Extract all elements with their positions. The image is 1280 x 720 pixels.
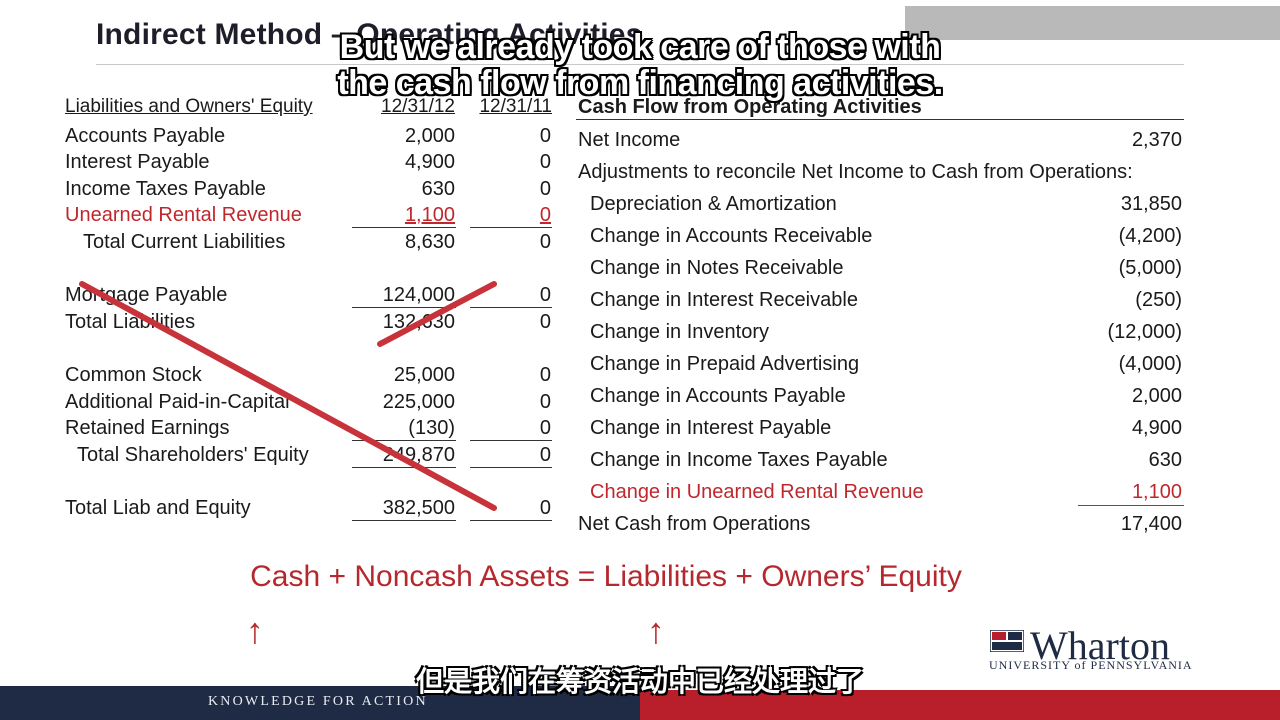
subtotal-rule xyxy=(470,467,552,468)
balance-row-v2: 0 xyxy=(539,204,551,226)
cf-item-value: 2,000 xyxy=(1131,385,1182,407)
subtitle-en-line2: the cash flow from financing activities. xyxy=(337,64,943,102)
net-income-value: 2,370 xyxy=(1131,129,1182,151)
balance-row-v2: 0 xyxy=(539,311,551,333)
cf-item-value: 630 xyxy=(1148,449,1182,471)
balance-row-v2: 0 xyxy=(539,391,551,413)
wharton-logo-sub: UNIVERSITY of PENNSYLVANIA xyxy=(989,658,1193,672)
balance-row-v1: 124,000 xyxy=(382,284,455,306)
subtotal-rule xyxy=(352,440,456,441)
balance-row-v1: 225,000 xyxy=(382,391,455,413)
subtotal-rule xyxy=(470,440,552,441)
title-divider xyxy=(96,64,1184,65)
balance-row-v1: (130) xyxy=(408,417,455,439)
balance-row-label: Accounts Payable xyxy=(65,125,226,147)
balance-row-label: Retained Earnings xyxy=(65,417,230,439)
cf-item-value: (4,200) xyxy=(1118,225,1182,247)
cf-item-label: Change in Income Taxes Payable xyxy=(590,449,888,471)
balance-row-v2: 0 xyxy=(539,417,551,439)
footer-tagline: KNOWLEDGE FOR ACTION xyxy=(208,694,428,709)
cf-item-value: 1,100 xyxy=(1131,481,1182,503)
balance-row-label: Common Stock xyxy=(65,364,202,386)
wharton-shield-icon xyxy=(990,630,1024,652)
cf-item-value: (5,000) xyxy=(1118,257,1182,279)
top-overlay-bar xyxy=(905,6,1280,40)
balance-row-v1: 1,100 xyxy=(404,204,455,226)
balance-header-col1: 12/31/12 xyxy=(381,96,455,117)
subtotal-rule xyxy=(470,307,552,308)
subtotal-rule xyxy=(352,467,456,468)
cf-subtotal-rule xyxy=(1078,505,1184,506)
cf-item-value: 4,900 xyxy=(1131,417,1182,439)
balance-row-label: Total Liab and Equity xyxy=(65,497,251,519)
balance-row-label: Interest Payable xyxy=(65,151,210,173)
balance-header-col2: 12/31/11 xyxy=(479,96,552,117)
cf-item-label: Depreciation & Amortization xyxy=(590,193,837,215)
subtitle-zh: 但是我们在筹资活动中已经处理过了 xyxy=(415,666,864,697)
cf-item-label: Change in Accounts Receivable xyxy=(590,225,873,247)
cf-item-label: Change in Inventory xyxy=(590,321,770,343)
balance-header-label: Liabilities and Owners' Equity xyxy=(65,96,313,117)
balance-row-label: Total Shareholders' Equity xyxy=(77,444,309,466)
cf-item-label: Change in Unearned Rental Revenue xyxy=(590,481,924,503)
subtotal-rule xyxy=(352,307,456,308)
up-arrow-icon: ↑ xyxy=(246,610,264,651)
balance-row-v2: 0 xyxy=(539,125,551,147)
balance-row-v2: 0 xyxy=(539,151,551,173)
cf-item-value: 31,850 xyxy=(1120,193,1182,215)
cf-item-label: Change in Interest Payable xyxy=(590,417,832,439)
net-income-label: Net Income xyxy=(578,129,681,151)
balance-row-v1: 8,630 xyxy=(404,231,455,253)
accounting-equation: Cash + Noncash Assets = Liabilities + Ow… xyxy=(250,560,962,593)
subtotal-rule xyxy=(352,227,456,228)
balance-row-v2: 0 xyxy=(539,284,551,306)
balance-row-v1: 382,500 xyxy=(382,497,455,519)
balance-row-label: Unearned Rental Revenue xyxy=(65,204,302,226)
footer-bar-navy xyxy=(0,686,640,720)
cashflow-header: Cash Flow from Operating Activities xyxy=(578,96,922,118)
balance-row-v2: 0 xyxy=(539,444,551,466)
slide-title: Indirect Method – Operating Activities xyxy=(96,18,643,51)
cf-item-label: Change in Prepaid Advertising xyxy=(590,353,860,375)
balance-row-label: Total Current Liabilities xyxy=(83,231,286,253)
cf-item-label: Change in Accounts Payable xyxy=(590,385,846,407)
strike-stroke xyxy=(377,281,497,347)
cf-item-value: (4,000) xyxy=(1118,353,1182,375)
cf-item-label: Change in Interest Receivable xyxy=(590,289,858,311)
footer-bar-red xyxy=(640,690,1280,720)
balance-row-v2: 0 xyxy=(539,364,551,386)
cf-item-value: (12,000) xyxy=(1107,321,1183,343)
balance-row-v1: 4,900 xyxy=(404,151,455,173)
cf-item-label: Change in Notes Receivable xyxy=(590,257,844,279)
balance-row-label: Mortgage Payable xyxy=(65,284,228,306)
subtotal-rule xyxy=(470,227,552,228)
balance-row-v2: 0 xyxy=(539,231,551,253)
total-rule xyxy=(352,520,456,521)
net-cash-value: 17,400 xyxy=(1120,513,1182,535)
up-arrow-icon: ↑ xyxy=(647,610,665,651)
balance-row-label: Additional Paid-in-Capital xyxy=(65,391,290,413)
balance-row-label: Income Taxes Payable xyxy=(65,178,266,200)
subtitle-en-line1: But we already took care of those with xyxy=(339,28,941,66)
balance-row-v2: 0 xyxy=(539,178,551,200)
adjustments-label: Adjustments to reconcile Net Income to C… xyxy=(578,161,1133,183)
balance-row-v1: 630 xyxy=(421,178,455,200)
total-rule xyxy=(470,520,552,521)
balance-row-v1: 25,000 xyxy=(393,364,455,386)
strike-stroke xyxy=(79,281,497,511)
wharton-logo: Wharton xyxy=(1030,623,1170,668)
cf-item-value: (250) xyxy=(1135,289,1182,311)
balance-row-v1: 2,000 xyxy=(404,125,455,147)
balance-row-v2: 0 xyxy=(539,497,551,519)
cashflow-header-rule xyxy=(576,119,1184,120)
net-cash-label: Net Cash from Operations xyxy=(578,513,811,535)
